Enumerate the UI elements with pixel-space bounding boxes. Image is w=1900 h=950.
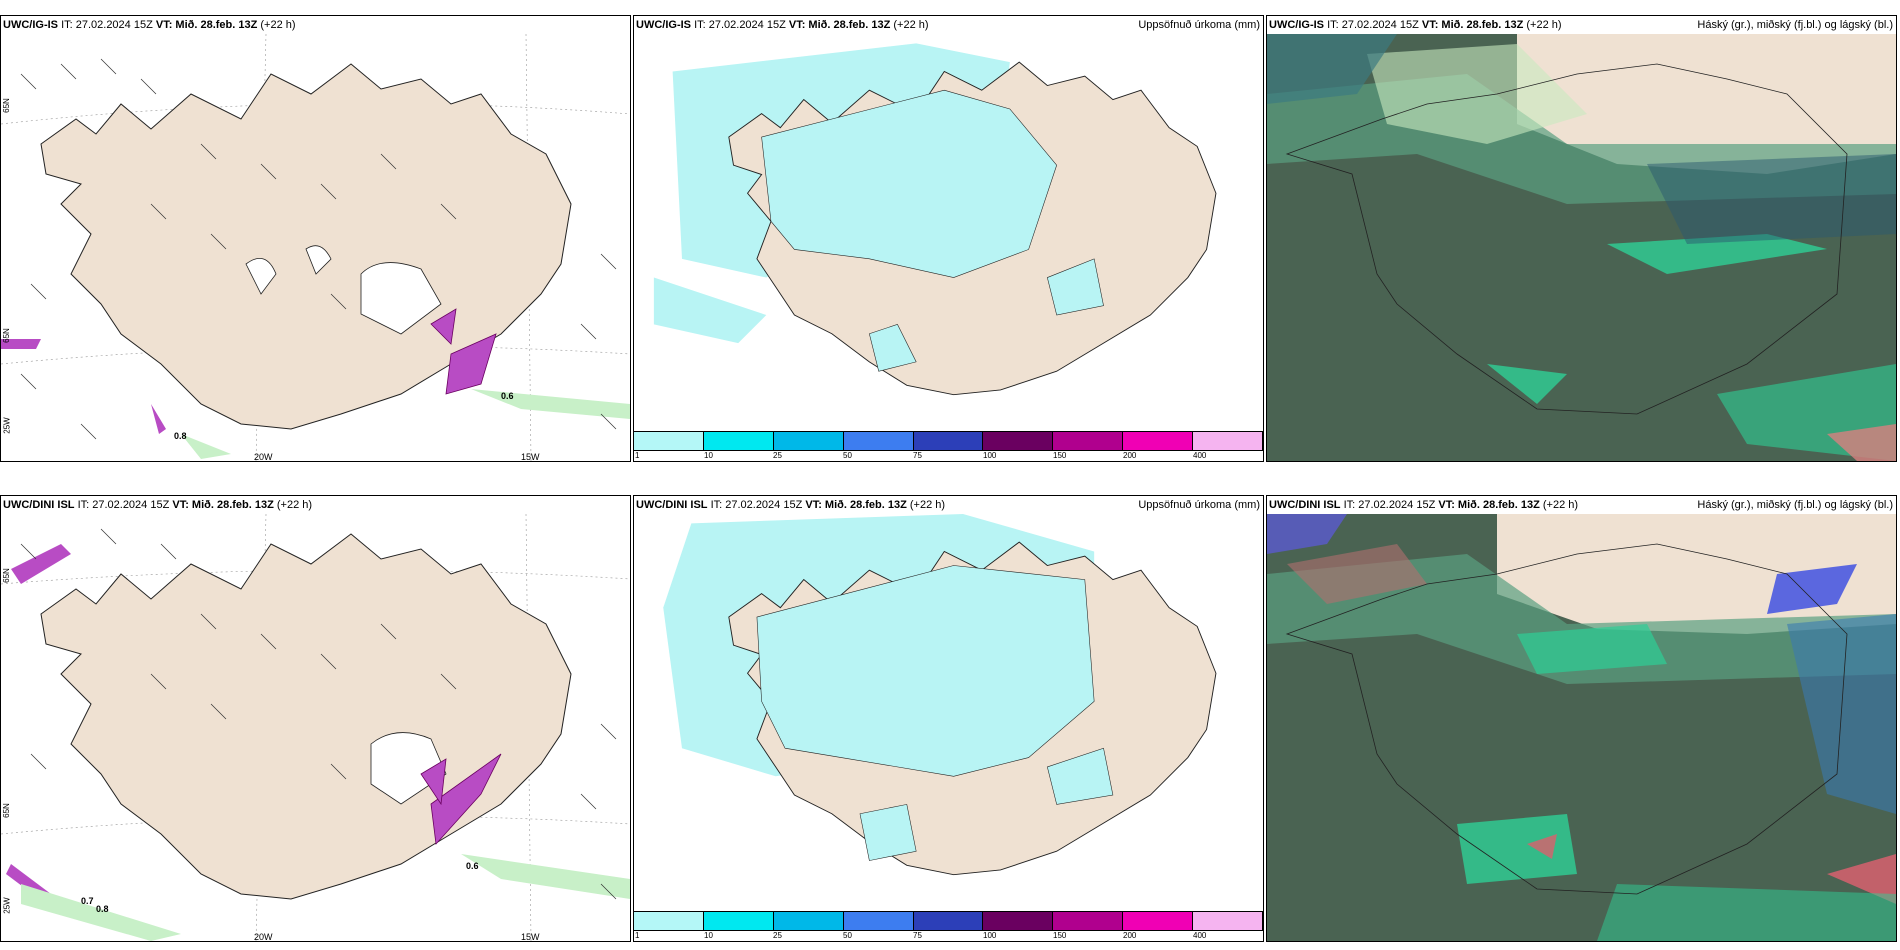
colorbar-label: 10 <box>704 931 713 940</box>
colorbar-swatch <box>1053 912 1124 930</box>
panel-header: UWC/DINI ISL IT: 27.02.2024 15Z VT: Mið.… <box>3 499 313 511</box>
wind-label: 0.8 <box>174 431 187 441</box>
wind-label: 0.6 <box>501 391 514 401</box>
colorbar-label: 150 <box>1053 931 1067 940</box>
colorbar-swatch <box>1123 912 1194 930</box>
lon-label: 15W <box>521 932 540 942</box>
lat-label: 65N <box>1 803 11 818</box>
colorbar-labels: 1 10 25 50 75 100 150 200 400 <box>634 451 1263 461</box>
lon-label: 20W <box>254 452 273 462</box>
colorbar-label: 1 <box>635 931 640 940</box>
colorbar-swatch <box>773 432 844 450</box>
precip-map-panel-top: UWC/IG-IS IT: 27.02.2024 15Z VT: Mið. 28… <box>633 15 1264 462</box>
panel-header: UWC/DINI ISL IT: 27.02.2024 15Z VT: Mið.… <box>1269 499 1579 511</box>
colorbar-labels: 1 10 25 50 75 100 150 200 400 <box>634 931 1263 941</box>
colorbar-label: 400 <box>1193 451 1207 460</box>
cloud-map <box>1267 514 1896 941</box>
lat-label: 65N <box>1 568 11 583</box>
colorbar-label: 25 <box>773 931 782 940</box>
colorbar-swatch <box>913 912 984 930</box>
precip-map <box>653 514 1244 889</box>
wind-label: 0.6 <box>466 861 479 871</box>
colorbar <box>634 431 1263 451</box>
colorbar-label: 100 <box>983 931 997 940</box>
colorbar-label: 100 <box>983 451 997 460</box>
precip-map <box>653 34 1244 409</box>
colorbar-label: 75 <box>913 931 922 940</box>
wind-label: 0.8 <box>96 904 109 914</box>
colorbar-label: 400 <box>1193 931 1207 940</box>
panel-header: UWC/IG-IS IT: 27.02.2024 15Z VT: Mið. 28… <box>3 19 296 31</box>
lat-label: 65N <box>1 98 11 113</box>
colorbar <box>634 911 1263 931</box>
lon-label: 20W <box>254 932 273 942</box>
colorbar-swatch <box>1193 432 1263 450</box>
colorbar-swatch <box>983 432 1054 450</box>
colorbar-label: 10 <box>704 451 713 460</box>
colorbar-swatch <box>703 912 774 930</box>
colorbar-label: 200 <box>1123 931 1137 940</box>
colorbar-swatch <box>913 432 984 450</box>
panel-header: UWC/DINI ISL IT: 27.02.2024 15Z VT: Mið.… <box>636 499 946 511</box>
colorbar-swatch <box>983 912 1054 930</box>
precip-title: Uppsöfnuð úrkoma (mm) <box>1138 19 1260 31</box>
cloud-title: Háský (gr.), miðský (fj.bl.) og lágský (… <box>1697 19 1893 31</box>
colorbar-swatch <box>1053 432 1124 450</box>
colorbar-label: 1 <box>635 451 640 460</box>
lat-label: 25W <box>2 417 12 434</box>
lat-label: 25W <box>2 897 12 914</box>
panel-header: UWC/IG-IS IT: 27.02.2024 15Z VT: Mið. 28… <box>636 19 929 31</box>
panel-header: UWC/IG-IS IT: 27.02.2024 15Z VT: Mið. 28… <box>1269 19 1562 31</box>
colorbar-label: 50 <box>843 451 852 460</box>
colorbar-label: 25 <box>773 451 782 460</box>
precip-map-panel-bottom: UWC/DINI ISL IT: 27.02.2024 15Z VT: Mið.… <box>633 495 1264 942</box>
cloud-map-panel-top: UWC/IG-IS IT: 27.02.2024 15Z VT: Mið. 28… <box>1266 15 1897 462</box>
precip-title: Uppsöfnuð úrkoma (mm) <box>1138 499 1260 511</box>
colorbar-swatch <box>703 432 774 450</box>
wind-map-panel-top: UWC/IG-IS IT: 27.02.2024 15Z VT: Mið. 28… <box>0 15 631 462</box>
colorbar-label: 50 <box>843 931 852 940</box>
cloud-map <box>1267 34 1896 461</box>
colorbar-label: 75 <box>913 451 922 460</box>
colorbar-swatch <box>843 912 914 930</box>
wind-map <box>1 514 630 941</box>
cloud-title: Háský (gr.), miðský (fj.bl.) og lágský (… <box>1697 499 1893 511</box>
colorbar-swatch <box>1193 912 1263 930</box>
colorbar-swatch <box>1123 432 1194 450</box>
cloud-map-panel-bottom: UWC/DINI ISL IT: 27.02.2024 15Z VT: Mið.… <box>1266 495 1897 942</box>
colorbar-swatch <box>773 912 844 930</box>
wind-map <box>1 34 630 461</box>
iceland-landmass <box>40 63 572 430</box>
colorbar-label: 150 <box>1053 451 1067 460</box>
wind-map-panel-bottom: UWC/DINI ISL IT: 27.02.2024 15Z VT: Mið.… <box>0 495 631 942</box>
colorbar-swatch <box>634 912 704 930</box>
colorbar-swatch <box>634 432 704 450</box>
lat-label: 65N <box>1 328 11 343</box>
colorbar-label: 200 <box>1123 451 1137 460</box>
colorbar-swatch <box>843 432 914 450</box>
wind-label: 0.7 <box>81 896 94 906</box>
lon-label: 15W <box>521 452 540 462</box>
